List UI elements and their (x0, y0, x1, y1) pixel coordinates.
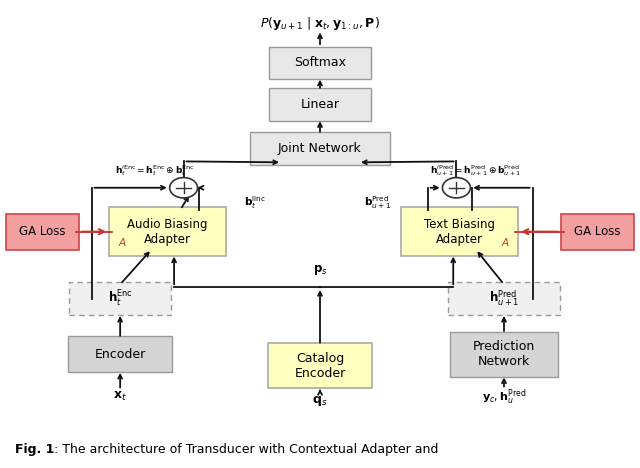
Text: Encoder: Encoder (95, 348, 146, 361)
FancyBboxPatch shape (449, 282, 559, 315)
Text: Text Biasing
Adapter: Text Biasing Adapter (424, 218, 495, 246)
Text: : The architecture of Transducer with Contextual Adapter and: : The architecture of Transducer with Co… (54, 443, 438, 455)
Text: Softmax: Softmax (294, 57, 346, 69)
FancyBboxPatch shape (450, 331, 558, 377)
Text: $\mathbf{q}_s$: $\mathbf{q}_s$ (312, 395, 328, 409)
Circle shape (170, 177, 198, 198)
FancyBboxPatch shape (6, 214, 79, 250)
Text: Fig. 1: Fig. 1 (15, 443, 55, 455)
FancyBboxPatch shape (561, 214, 634, 250)
Text: $\mathbf{y}_c, \mathbf{h}_{u}^{\mathrm{Pred}}$: $\mathbf{y}_c, \mathbf{h}_{u}^{\mathrm{P… (482, 387, 526, 407)
FancyBboxPatch shape (269, 47, 371, 79)
FancyBboxPatch shape (250, 132, 390, 165)
FancyBboxPatch shape (68, 336, 173, 372)
FancyBboxPatch shape (268, 343, 372, 388)
Text: A: A (502, 238, 509, 248)
Text: $\mathbf{p}_s$: $\mathbf{p}_s$ (313, 263, 327, 277)
Text: $\mathbf{h}_t^{\mathrm{Enc}}$: $\mathbf{h}_t^{\mathrm{Enc}}$ (108, 289, 132, 309)
Text: $\mathbf{h}_t^{\prime\mathrm{Enc}} = \mathbf{h}_t^{\mathrm{Enc}} \oplus \mathbf{: $\mathbf{h}_t^{\prime\mathrm{Enc}} = \ma… (115, 163, 195, 178)
Circle shape (442, 177, 470, 198)
FancyBboxPatch shape (401, 207, 518, 256)
Text: $\mathbf{b}_t^{\mathrm{linc}}$: $\mathbf{b}_t^{\mathrm{linc}}$ (244, 195, 266, 212)
Text: $\mathbf{x}_t$: $\mathbf{x}_t$ (113, 390, 127, 403)
Text: Joint Network: Joint Network (278, 142, 362, 155)
Text: Linear: Linear (301, 98, 339, 111)
Text: GA Loss: GA Loss (19, 225, 66, 238)
FancyBboxPatch shape (109, 207, 227, 256)
Text: A: A (118, 238, 125, 248)
Text: $\mathbf{h}_{u+1}^{\prime\mathrm{Pred}} = \mathbf{h}_{u+1}^{\mathrm{Pred}} \oplu: $\mathbf{h}_{u+1}^{\prime\mathrm{Pred}} … (430, 163, 521, 178)
Text: Audio Biasing
Adapter: Audio Biasing Adapter (127, 218, 208, 246)
Text: GA Loss: GA Loss (574, 225, 621, 238)
Text: Prediction
Network: Prediction Network (473, 340, 535, 368)
Text: $\mathbf{b}_{u+1}^{\mathrm{Pred}}$: $\mathbf{b}_{u+1}^{\mathrm{Pred}}$ (364, 195, 391, 212)
FancyBboxPatch shape (69, 282, 171, 315)
FancyBboxPatch shape (269, 88, 371, 121)
Text: $\mathbf{h}_{u+1}^{\mathrm{Pred}}$: $\mathbf{h}_{u+1}^{\mathrm{Pred}}$ (489, 289, 519, 308)
Text: $P(\mathbf{y}_{u+1} \mid \mathbf{x}_t, \mathbf{y}_{1:u}, \mathbf{P})$: $P(\mathbf{y}_{u+1} \mid \mathbf{x}_t, \… (260, 15, 380, 32)
Text: Catalog
Encoder: Catalog Encoder (294, 352, 346, 380)
